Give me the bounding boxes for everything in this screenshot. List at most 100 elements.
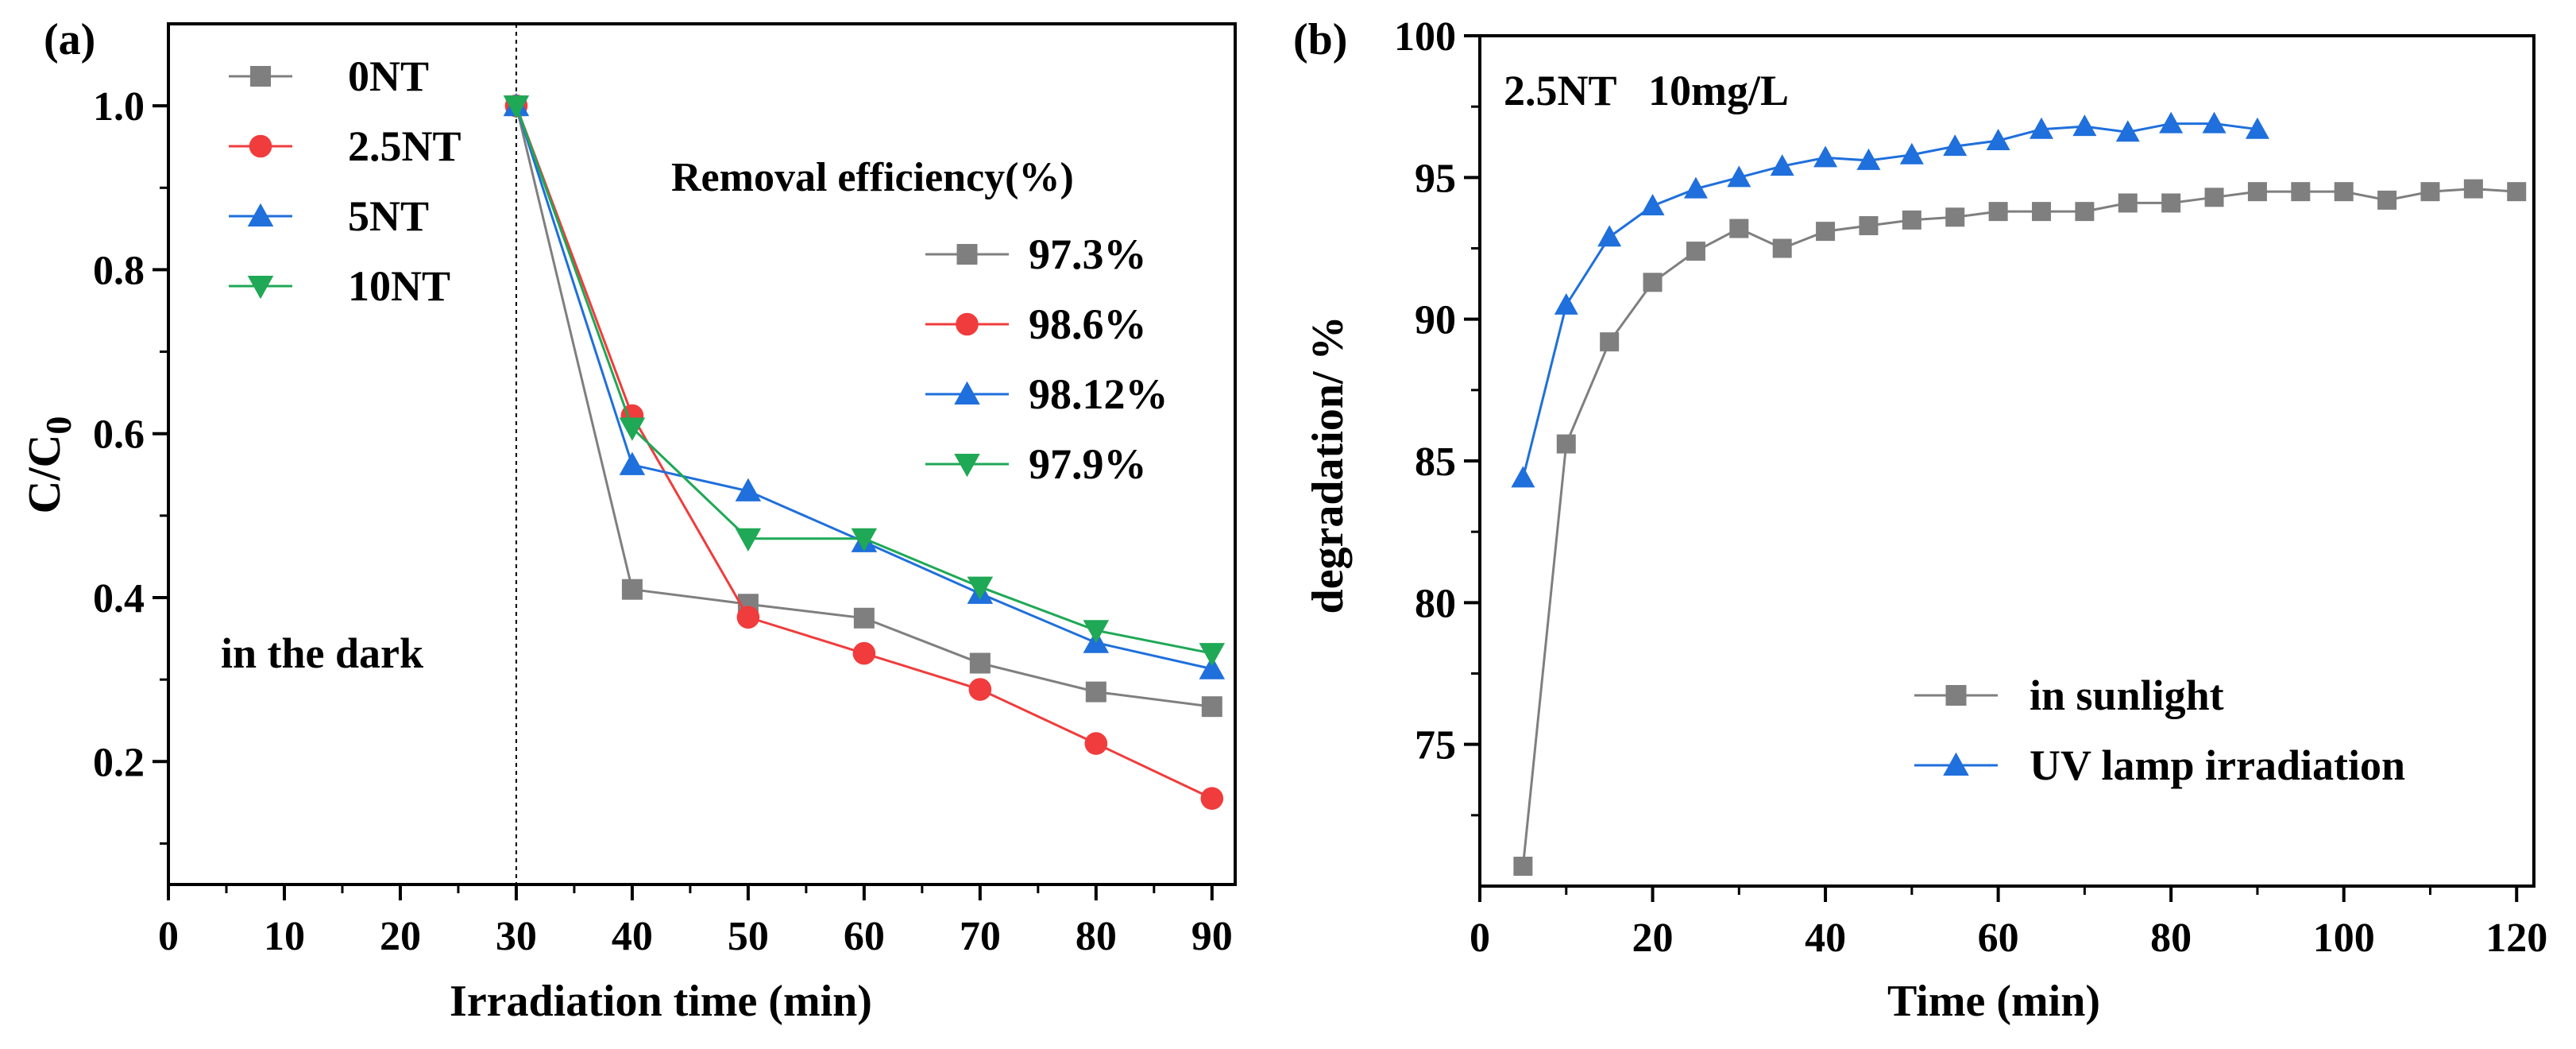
panel-b-label: (b) [1293, 15, 1347, 64]
panel-b-series-uv-lamp [1511, 111, 2269, 488]
data-point [2159, 111, 2184, 134]
legend-label: UV lamp irradiation [2030, 741, 2405, 789]
panel-b-y-tick-label: 90 [1415, 298, 1456, 343]
panel-a-x-tick-label: 80 [1076, 914, 1117, 959]
panel-b: (b) 0 20 40 60 80 100 120 75 80 85 90 95 100 2.5NT 1… [1293, 14, 2547, 1026]
data-point [1816, 222, 1836, 242]
panel-b-x-tick-label: 40 [1805, 915, 1846, 961]
legend-marker [954, 381, 980, 405]
panel-a-x-tick-label: 40 [612, 914, 653, 959]
panel-a-x-tick-label: 50 [728, 914, 769, 959]
panel-a-x-tick-label: 0 [158, 914, 179, 959]
data-point [1643, 273, 1663, 292]
panel-a-dark-annotation: in the dark [221, 629, 423, 677]
panel-a-y-axis-label: C/C0 [18, 416, 79, 514]
data-point [2463, 179, 2483, 199]
panel-a-series [503, 92, 1226, 810]
data-point [1899, 142, 1924, 165]
panel-b-x-tick-label: 100 [2313, 915, 2375, 961]
panel-a-efficiency-legend: 97.3% 98.6% 98.12% 97.9% [925, 230, 1168, 488]
data-point [1943, 134, 1968, 157]
data-point [1727, 165, 1751, 188]
data-point [1770, 154, 1794, 176]
data-point [621, 579, 643, 600]
data-point [2245, 117, 2269, 139]
panel-a-x-tick-label: 20 [380, 914, 421, 959]
data-point [2377, 190, 2397, 210]
panel-a: (a) 0 10 20 30 40 50 60 70 80 90 0.2 0.4 0.6 0.8 1.0 i… [18, 15, 1237, 1026]
data-point [1600, 332, 1620, 352]
legend-marker [956, 244, 978, 265]
legend-marker [247, 276, 274, 300]
legend-label: 0NT [348, 52, 429, 100]
data-point [852, 641, 876, 665]
panel-b-y-axis-label: degradation/ % [1303, 316, 1353, 614]
data-point [2032, 202, 2052, 222]
legend-label: 5NT [348, 192, 429, 240]
efficiency-label: 98.12% [1029, 370, 1168, 418]
data-point [969, 652, 991, 674]
panel-a-ticks: 0 10 20 30 40 50 60 70 80 90 0.2 0.4 0.6 0.8 1.0 [93, 84, 1233, 959]
data-point [1813, 145, 1838, 168]
data-point [1199, 656, 1226, 679]
data-point [2420, 182, 2440, 202]
panel-b-y-tick-label: 100 [1394, 14, 1456, 60]
panel-b-x-tick-label: 80 [2150, 915, 2192, 961]
data-point [2118, 193, 2138, 213]
data-point [1597, 225, 1622, 247]
panel-b-x-tick-label: 0 [1470, 915, 1490, 961]
panel-a-y-tick-label: 0.6 [93, 412, 145, 458]
data-point [1986, 128, 2010, 150]
data-point [1772, 238, 1792, 258]
data-point [1902, 210, 1921, 230]
panel-b-legend: in sunlight UV lamp irradiation [1914, 672, 2405, 789]
data-point [2075, 202, 2095, 222]
panel-a-y-label-subscript: 0 [38, 416, 79, 435]
data-point [619, 451, 646, 475]
legend-marker [1945, 685, 1967, 706]
panel-a-x-tick-label: 60 [844, 914, 885, 959]
data-point [1513, 857, 1533, 877]
legend-label: in sunlight [2030, 672, 2224, 719]
panel-b-ticks: 0 20 40 60 80 100 120 75 80 85 90 95 100 [1394, 14, 2547, 961]
data-point [2507, 182, 2527, 202]
panel-b-y-tick-label: 75 [1415, 723, 1456, 768]
data-point [1988, 202, 2008, 222]
data-point [1511, 466, 1535, 488]
panel-b-x-tick-label: 60 [1978, 915, 2019, 961]
panel-b-annotation: 2.5NT 10mg/L [1504, 67, 1789, 114]
legend-label: 10NT [348, 262, 450, 310]
data-point [2334, 182, 2354, 202]
efficiency-label: 97.3% [1029, 230, 1147, 278]
data-point [851, 528, 878, 552]
data-point [2072, 114, 2097, 137]
panel-a-y-tick-label: 1.0 [93, 84, 145, 130]
data-point [1686, 242, 1705, 261]
panel-b-x-tick-label: 20 [1632, 915, 1674, 961]
data-point [1683, 176, 1708, 199]
data-point [2202, 111, 2226, 134]
data-point [2204, 188, 2224, 207]
data-point [1640, 194, 1665, 215]
data-point [736, 606, 760, 629]
data-point [2291, 182, 2311, 202]
panel-a-y-label-main: C/C [18, 435, 70, 514]
data-point [503, 95, 530, 119]
data-point [2161, 193, 2181, 213]
data-point [2030, 117, 2054, 139]
panel-a-legend: 0NT 2.5NT 5NT 10NT [229, 52, 462, 310]
panel-a-y-tick-label: 0.2 [93, 740, 145, 785]
data-point [967, 576, 994, 600]
data-point [2115, 120, 2140, 142]
data-point [1085, 681, 1106, 703]
data-point [1083, 620, 1110, 644]
data-point [1084, 732, 1108, 755]
data-point [735, 478, 762, 501]
data-point [853, 607, 875, 629]
data-point [1556, 434, 1576, 454]
data-point [1554, 292, 1578, 315]
data-point [1729, 219, 1749, 238]
panel-a-y-tick-label: 0.4 [93, 576, 145, 621]
data-point [1859, 215, 1879, 235]
panel-a-label: (a) [44, 15, 95, 64]
